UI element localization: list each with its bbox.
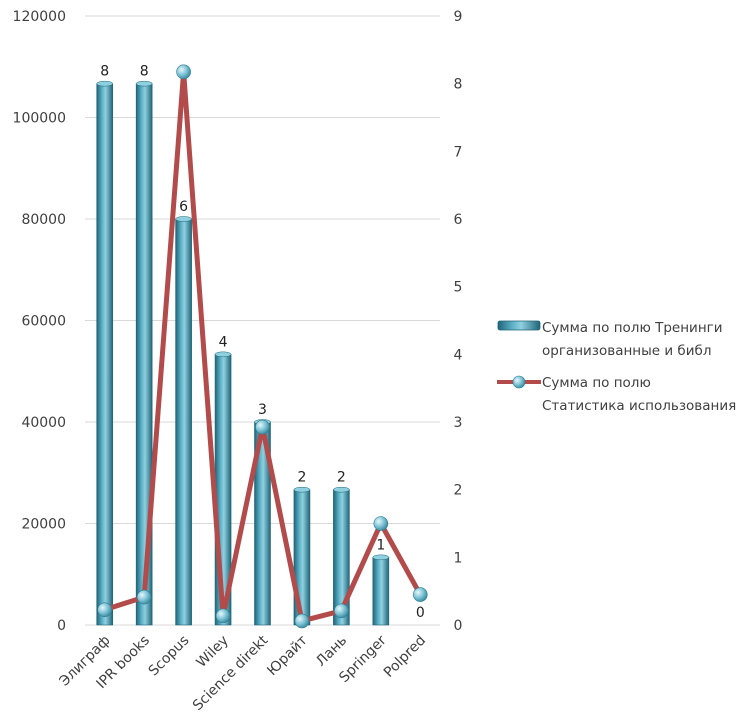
right-tick-label: 0 <box>454 618 463 634</box>
bar-data-label: 8 <box>140 64 149 80</box>
legend-line-label-line2: Статистика использования <box>542 398 736 414</box>
bar-cap <box>372 554 390 561</box>
bar <box>175 218 192 626</box>
bar-data-label: 0 <box>416 605 425 621</box>
left-tick-label: 0 <box>57 618 66 634</box>
bar-cap <box>333 486 350 493</box>
data-labels: 8 8 6 4 3 2 2 1 0 <box>100 64 424 621</box>
left-tick-label: 80000 <box>21 212 66 228</box>
legend-line-label-line1: Сумма по полю <box>542 375 651 391</box>
bar-cap <box>214 351 232 358</box>
line-marker <box>373 516 389 531</box>
left-tick-label: 20000 <box>21 517 66 533</box>
line-marker <box>412 587 428 602</box>
bar-cap <box>96 80 113 87</box>
bar-cap <box>135 80 153 87</box>
right-tick-label: 2 <box>454 483 463 499</box>
bar-cap <box>175 216 192 222</box>
bar-data-label: 2 <box>337 470 346 486</box>
right-axis: 0 1 2 3 4 5 6 7 8 9 <box>454 9 463 634</box>
line-marker <box>294 613 310 629</box>
bar <box>372 557 390 626</box>
legend-bar-swatch <box>497 320 541 331</box>
line-marker <box>255 419 270 435</box>
line-marker <box>136 589 152 605</box>
bar-data-label: 8 <box>100 64 109 80</box>
left-tick-label: 60000 <box>21 314 66 330</box>
left-axis: 0 20000 40000 60000 80000 100000 120000 <box>13 9 66 634</box>
right-tick-label: 1 <box>454 550 463 566</box>
line-marker <box>215 608 231 624</box>
legend-bar-label-line1: Сумма по полю Тренинги <box>542 320 723 336</box>
bar-cap <box>293 486 311 493</box>
line-series <box>97 64 428 629</box>
right-tick-label: 6 <box>454 212 463 228</box>
legend: Сумма по полю Тренинги организованные и … <box>497 320 736 414</box>
left-tick-label: 120000 <box>13 9 66 25</box>
category-label: Лань <box>313 633 350 670</box>
right-tick-label: 3 <box>454 415 463 431</box>
bar-data-label: 6 <box>179 199 188 215</box>
line-marker <box>176 64 191 80</box>
category-label: Polpred <box>381 633 429 681</box>
right-tick-label: 5 <box>454 280 463 296</box>
category-label: Scopus <box>146 633 193 680</box>
left-tick-label: 40000 <box>21 415 66 431</box>
bar-data-label: 3 <box>258 402 267 418</box>
legend-line-marker <box>512 375 526 389</box>
category-label: Юрайт <box>264 633 311 680</box>
bar-data-label: 4 <box>219 334 228 350</box>
bar-data-label: 1 <box>376 537 385 553</box>
right-tick-label: 4 <box>454 347 463 363</box>
right-tick-label: 8 <box>454 77 463 93</box>
right-tick-label: 9 <box>454 9 463 25</box>
bar-data-label: 2 <box>297 470 306 486</box>
legend-bar-label-line2: организованные и библ <box>542 343 712 359</box>
left-tick-label: 100000 <box>13 111 66 127</box>
line-marker <box>334 603 349 619</box>
right-tick-label: 7 <box>454 144 463 160</box>
bar <box>96 83 114 626</box>
line-marker <box>97 602 113 618</box>
bar-series <box>96 80 390 626</box>
